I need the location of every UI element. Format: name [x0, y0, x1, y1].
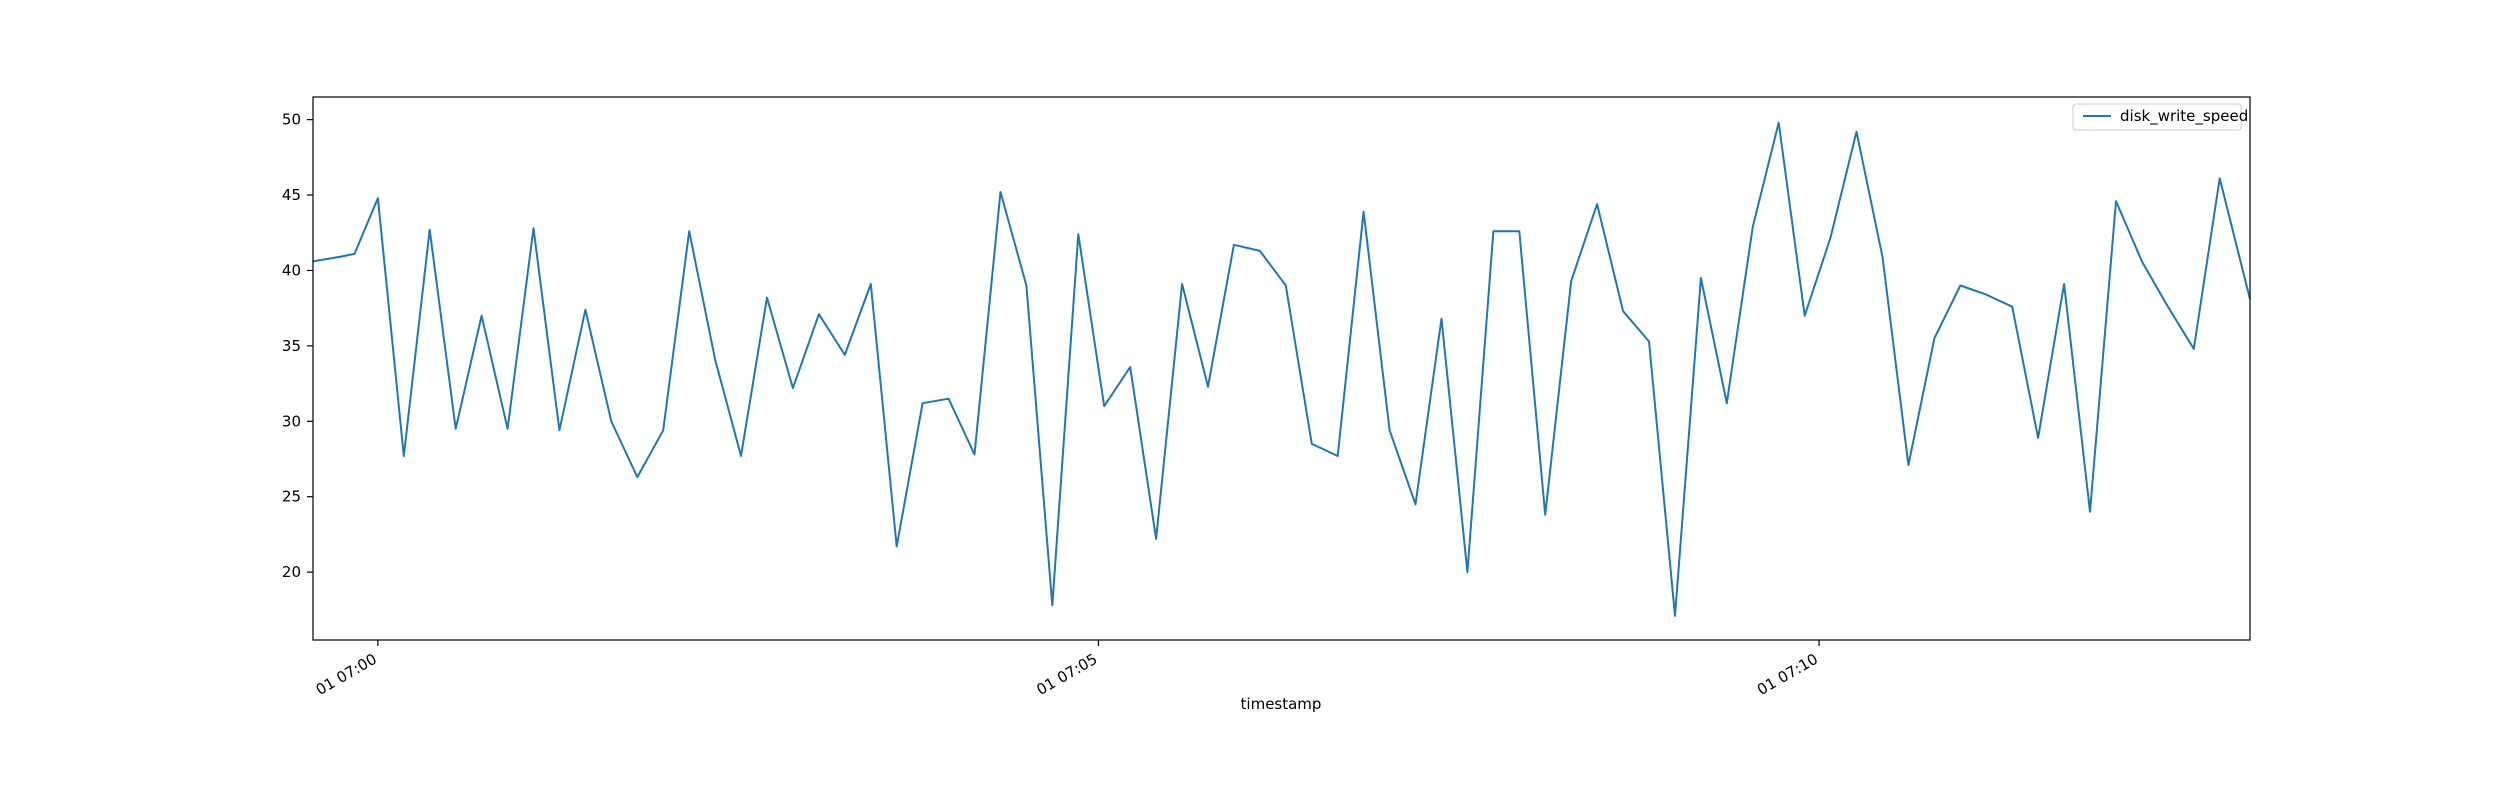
x-tick-label: 01 07:10 — [1754, 650, 1821, 699]
plot-frame — [312, 96, 2251, 641]
x-axis: 01 07:00 01 07:05 01 07:10 — [313, 640, 1821, 699]
legend-label: disk_write_speed — [2120, 107, 2248, 126]
legend: disk_write_speed — [2072, 103, 2248, 131]
y-tick-label: 20 — [282, 563, 301, 581]
x-tick-label: 01 07:00 — [313, 650, 380, 699]
x-axis-label: timestamp — [1241, 695, 1322, 713]
y-tick-label: 35 — [282, 337, 301, 355]
y-tick-label: 25 — [282, 488, 301, 506]
y-axis: 20 25 30 35 40 45 50 — [282, 111, 313, 581]
y-tick-label: 50 — [282, 111, 301, 129]
legend-box — [2072, 103, 2242, 131]
plot-content — [312, 121, 2251, 617]
x-tick-label: 01 07:05 — [1033, 650, 1100, 699]
series-line-0 — [312, 121, 2251, 617]
y-tick-label: 40 — [282, 261, 301, 279]
y-tick-label: 30 — [282, 412, 301, 430]
y-tick-label: 45 — [282, 186, 301, 204]
